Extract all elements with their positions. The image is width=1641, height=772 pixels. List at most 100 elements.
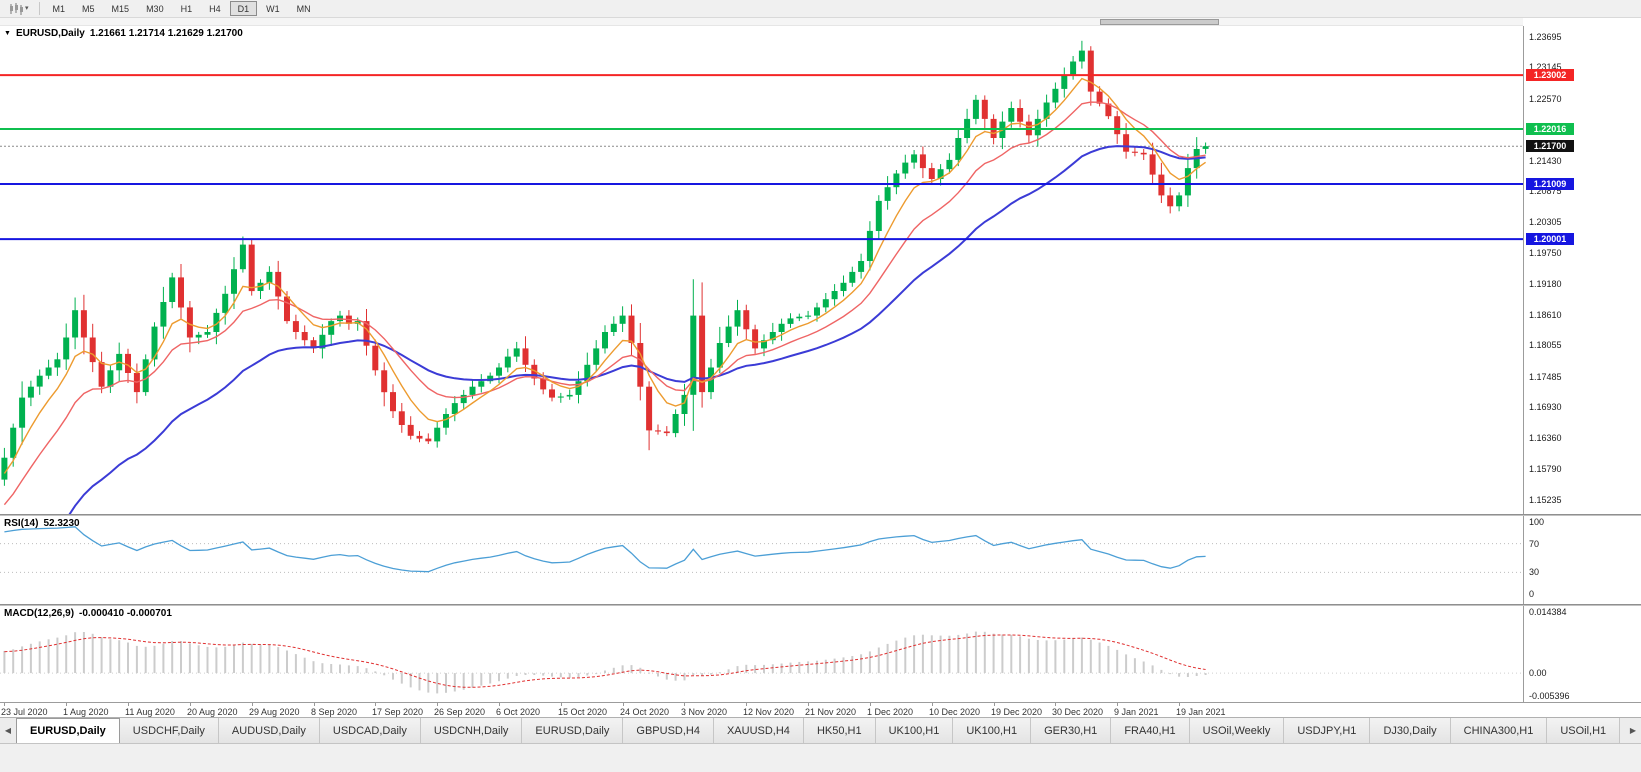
date-axis-label: 11 Aug 2020 <box>125 707 175 717</box>
date-axis-label: 17 Sep 2020 <box>372 707 424 717</box>
timeframe-button-h1[interactable]: H1 <box>180 4 193 14</box>
price-axis-tick: 1.22570 <box>1529 94 1562 104</box>
panel-resize-divider[interactable] <box>0 604 1641 606</box>
date-axis-label: 10 Dec 2020 <box>929 707 981 717</box>
level-price-badge: 1.21009 <box>1526 178 1574 190</box>
rsi-chart-canvas[interactable] <box>0 516 1523 604</box>
chart-tab-usoil-h1[interactable]: USOil,H1 <box>1547 718 1621 743</box>
chart-tab-hk50-h1[interactable]: HK50,H1 <box>803 718 876 743</box>
chart-tab-gbpusd-h4[interactable]: GBPUSD,H4 <box>623 718 714 743</box>
chart-tab-uk100-h1[interactable]: UK100,H1 <box>953 718 1032 743</box>
panel-resize-divider[interactable] <box>0 514 1641 516</box>
symbol-title: EURUSD,Daily <box>15 28 85 39</box>
rsi-indicator-panel: RSI(14) 52.3230 100 70 30 0 <box>0 516 1641 604</box>
toolbar-separator <box>38 2 40 15</box>
rsi-axis-tick: 100 <box>1529 517 1545 527</box>
chevron-down-icon: ▾ <box>25 4 29 12</box>
price-axis-tick: 1.19180 <box>1529 279 1562 289</box>
macd-chart-canvas[interactable] <box>0 606 1523 702</box>
date-tick-mark <box>4 703 5 706</box>
level-price-badge: 1.22016 <box>1526 123 1574 135</box>
timeframe-toolbar: ▾ M1 M5 M15 M30 H1 H4 D1 W1 MN <box>0 0 1641 18</box>
main-chart-canvas[interactable] <box>0 26 1523 514</box>
current-price-badge: 1.21700 <box>1526 140 1574 152</box>
date-tick-mark <box>252 703 253 706</box>
timeframe-button-m15[interactable]: M15 <box>111 4 130 14</box>
price-chart-panel: ▼ EURUSD,Daily 1.21661 1.21714 1.21629 1… <box>0 26 1641 514</box>
price-axis[interactable]: 1.23695 1.23145 1.22570 1.21430 1.20875 1.203… <box>1523 26 1641 514</box>
chart-tab-usdchf-daily[interactable]: USDCHF,Daily <box>119 718 219 743</box>
date-tick-mark <box>128 703 129 706</box>
date-tick-mark <box>994 703 995 706</box>
price-axis-tick: 1.21430 <box>1529 156 1562 166</box>
date-tick-mark <box>684 703 685 706</box>
tabs-scroll-right-button[interactable]: ▶ <box>1629 726 1637 735</box>
date-axis-label: 29 Aug 2020 <box>249 707 300 717</box>
date-axis-label: 21 Nov 2020 <box>805 707 857 717</box>
timeframe-button-m5[interactable]: M5 <box>82 4 95 14</box>
chart-tab-dj30-daily[interactable]: DJ30,Daily <box>1370 718 1451 743</box>
chart-h-scrollbar[interactable] <box>0 18 1523 26</box>
rsi-label: RSI(14) 52.3230 <box>4 518 80 529</box>
chart-tab-eurusd-daily[interactable]: EURUSD,Daily <box>16 718 120 743</box>
macd-axis: 0.014384 0.00 -0.005396 <box>1523 606 1641 702</box>
macd-indicator-panel: MACD(12,26,9) -0.000410 -0.000701 0.0143… <box>0 606 1641 702</box>
ma-fast-line <box>3 77 1207 474</box>
ma-slow-line <box>68 145 1206 514</box>
symbol-ohlc-label: ▼ EURUSD,Daily 1.21661 1.21714 1.21629 1… <box>4 28 243 39</box>
chart-tab-uk100-h1[interactable]: UK100,H1 <box>875 718 954 743</box>
chart-tab-usoil-weekly[interactable]: USOil,Weekly <box>1189 718 1285 743</box>
timeframe-button-h4[interactable]: H4 <box>209 4 221 14</box>
macd-signal-line <box>4 634 1206 688</box>
chart-tab-usdcad-daily[interactable]: USDCAD,Daily <box>319 718 421 743</box>
date-tick-mark <box>808 703 809 706</box>
price-axis-tick: 1.16930 <box>1529 402 1562 412</box>
price-axis-tick: 1.23145 <box>1529 62 1562 72</box>
candles-layer <box>1 40 1209 486</box>
date-axis-label: 19 Dec 2020 <box>991 707 1043 717</box>
date-tick-mark <box>190 703 191 706</box>
chart-tab-usdjpy-h1[interactable]: USDJPY,H1 <box>1284 718 1371 743</box>
date-tick-mark <box>746 703 747 706</box>
chart-tab-fra40-h1[interactable]: FRA40,H1 <box>1111 718 1190 743</box>
timeframe-button-d1[interactable]: D1 <box>229 1 258 16</box>
timeframe-button-m1[interactable]: M1 <box>52 4 66 14</box>
rsi-line <box>4 526 1206 573</box>
chart-h-scrollbar-thumb[interactable] <box>1100 19 1219 25</box>
date-axis-label: 8 Sep 2020 <box>311 707 358 717</box>
symbol-dropdown-icon[interactable]: ▼ <box>4 30 11 37</box>
chart-tab-usdcnh-daily[interactable]: USDCNH,Daily <box>420 718 523 743</box>
date-axis-label: 30 Dec 2020 <box>1052 707 1104 717</box>
date-axis-label: 15 Oct 2020 <box>558 707 608 717</box>
chart-tab-xauusd-h4[interactable]: XAUUSD,H4 <box>713 718 804 743</box>
macd-axis-tick: -0.005396 <box>1529 691 1570 701</box>
date-axis-label: 1 Aug 2020 <box>63 707 109 717</box>
date-tick-mark <box>1055 703 1056 706</box>
chart-type-icon[interactable]: ▾ <box>4 1 34 17</box>
chart-tab-ger30-h1[interactable]: GER30,H1 <box>1031 718 1112 743</box>
rsi-axis-tick: 30 <box>1529 567 1540 577</box>
time-axis[interactable]: 23 Jul 2020 1 Aug 2020 11 Aug 2020 20 Aug 2… <box>0 702 1641 717</box>
date-tick-mark <box>66 703 67 706</box>
timeframe-button-m30[interactable]: M30 <box>146 4 164 14</box>
price-axis-tick: 1.18055 <box>1529 340 1562 350</box>
ma-mid-line <box>3 101 1206 506</box>
timeframe-button-mn[interactable]: MN <box>296 4 311 14</box>
chart-tab-eurusd-daily[interactable]: EURUSD,Daily <box>522 718 624 743</box>
chart-tab-china300-h1[interactable]: CHINA300,H1 <box>1450 718 1548 743</box>
date-tick-mark <box>1117 703 1118 706</box>
macd-name: MACD(12,26,9) <box>4 608 75 619</box>
timeframe-button-w1[interactable]: W1 <box>266 4 280 14</box>
date-axis-label: 1 Dec 2020 <box>867 707 914 717</box>
macd-histogram <box>3 631 1207 694</box>
price-axis-tick: 1.15790 <box>1529 464 1562 474</box>
rsi-axis-tick: 0 <box>1529 589 1535 599</box>
tabs-scroll-left-button[interactable]: ◀ <box>4 726 12 735</box>
date-axis-label: 3 Nov 2020 <box>681 707 728 717</box>
price-axis-tick: 1.19750 <box>1529 248 1562 258</box>
macd-axis-tick: 0.00 <box>1529 668 1547 678</box>
date-tick-mark <box>314 703 315 706</box>
chart-tabs-bar: ◀ EURUSD,Daily USDCHF,Daily AUDUSD,Daily US… <box>0 717 1641 743</box>
rsi-axis: 100 70 30 0 <box>1523 516 1641 604</box>
chart-tab-audusd-daily[interactable]: AUDUSD,Daily <box>218 718 320 743</box>
